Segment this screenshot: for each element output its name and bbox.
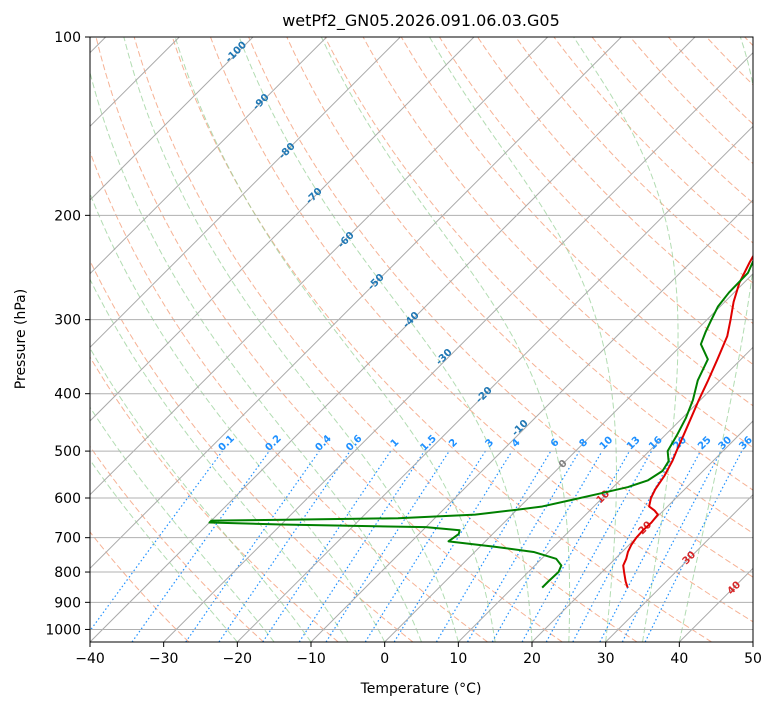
x-tick-label: 50	[744, 651, 762, 667]
mixing-ratio-line	[572, 450, 677, 642]
plot-area: -100-90-80-70-60-50-40-30-20-10010203040…	[90, 37, 753, 642]
dry-adiabats	[90, 37, 753, 642]
profiles	[208, 254, 753, 589]
mixing-ratio-line	[131, 450, 270, 642]
dry-adiabat-line	[95, 37, 563, 642]
y-tick-label: 300	[54, 313, 81, 329]
mixing-ratio-line	[218, 450, 351, 642]
y-tick-label: 100	[54, 30, 81, 46]
temperature-profile-line	[622, 254, 753, 588]
moist-adiabat-line	[90, 459, 238, 642]
isotherm-line	[384, 272, 753, 642]
isotherm-line	[90, 37, 328, 275]
mixing-ratio-line	[521, 450, 631, 642]
isotherm-line	[310, 199, 753, 642]
mixing-ratio-line	[545, 450, 653, 642]
isotherm-line	[236, 125, 753, 642]
moist-adiabat-line	[90, 347, 312, 642]
isotherm-line	[90, 37, 401, 349]
moist-adiabat-line	[123, 37, 459, 642]
mixing-ratio-line	[325, 450, 450, 642]
pressure-grid	[90, 37, 753, 630]
x-tick-label: 30	[597, 651, 615, 667]
x-tick-label: −20	[223, 651, 253, 667]
isotherms	[90, 37, 753, 642]
moist-adiabats	[90, 37, 753, 642]
chart-title: wetPf2_GN05.2026.091.06.03.G05	[282, 11, 560, 31]
x-tick-label: 40	[670, 651, 688, 667]
plot-background	[90, 37, 753, 642]
y-tick-label: 700	[54, 531, 81, 547]
moist-adiabat-line	[429, 37, 617, 642]
moist-adiabat-line	[573, 37, 679, 642]
x-tick-label: −10	[296, 651, 326, 667]
y-tick-label: 1000	[45, 622, 81, 638]
dry-adiabat-line	[515, 37, 753, 284]
dry-adiabat-line	[90, 445, 264, 642]
y-tick-label: 600	[54, 491, 81, 507]
mixing-ratio-line	[90, 450, 223, 632]
moist-adiabat-line	[90, 278, 349, 642]
moist-adiabat-line	[678, 37, 753, 642]
y-tick-label: 200	[54, 208, 81, 224]
dry-adiabat-line	[248, 37, 753, 578]
y-axis-label: Pressure (hPa)	[13, 289, 29, 389]
x-tick-label: 0	[380, 651, 389, 667]
dry-adiabat-line	[90, 356, 339, 642]
isotherm-line	[90, 37, 696, 642]
mixing-ratio-line	[393, 450, 513, 642]
y-axis: 1000 900 800 700 600 500 400 300 200 100	[45, 30, 90, 638]
x-tick-label: 20	[523, 651, 541, 667]
dry-adiabat-line	[90, 531, 190, 642]
dry-adiabat-line	[133, 37, 638, 642]
x-tick-label: −30	[149, 651, 179, 667]
isotherm-line	[90, 37, 549, 496]
dry-adiabat-line	[439, 37, 753, 366]
moist-adiabat-line	[174, 37, 496, 642]
moist-adiabat-line	[238, 37, 533, 642]
x-axis-label: Temperature (°C)	[360, 681, 482, 697]
y-tick-label: 400	[54, 387, 81, 403]
moist-adiabat-line	[90, 192, 386, 642]
isotherm-line	[163, 51, 753, 642]
mixing-ratio-line	[644, 450, 743, 642]
dewpoint-profile-line	[208, 259, 753, 589]
mixing-ratio-lines	[90, 450, 743, 642]
moist-adiabat-line	[320, 37, 571, 642]
mixing-ratio-line	[298, 450, 425, 642]
isotherm-line	[457, 346, 753, 642]
plot-frame	[89, 36, 754, 643]
y-tick-label: 500	[54, 444, 81, 460]
dry-adiabat-line	[400, 37, 753, 407]
dry-adiabat-line	[210, 37, 753, 623]
moist-adiabat-line	[90, 70, 422, 642]
mixing-ratio-line	[262, 450, 392, 642]
mixing-ratio-line	[185, 450, 320, 642]
x-tick-label: −40	[75, 651, 105, 667]
isotherm-line	[90, 37, 475, 422]
isotherm-line	[90, 37, 622, 570]
y-tick-label: 800	[54, 565, 81, 581]
x-axis: −40 −30 −20 −10 0 10 20 30 40 50	[75, 642, 762, 667]
moist-adiabat-line	[90, 406, 275, 642]
dry-adiabat-line	[90, 150, 488, 642]
y-tick-label: 900	[54, 595, 81, 611]
x-tick-label: 10	[449, 651, 467, 667]
isotherm-line	[605, 493, 753, 642]
isotherm-line	[90, 37, 254, 201]
